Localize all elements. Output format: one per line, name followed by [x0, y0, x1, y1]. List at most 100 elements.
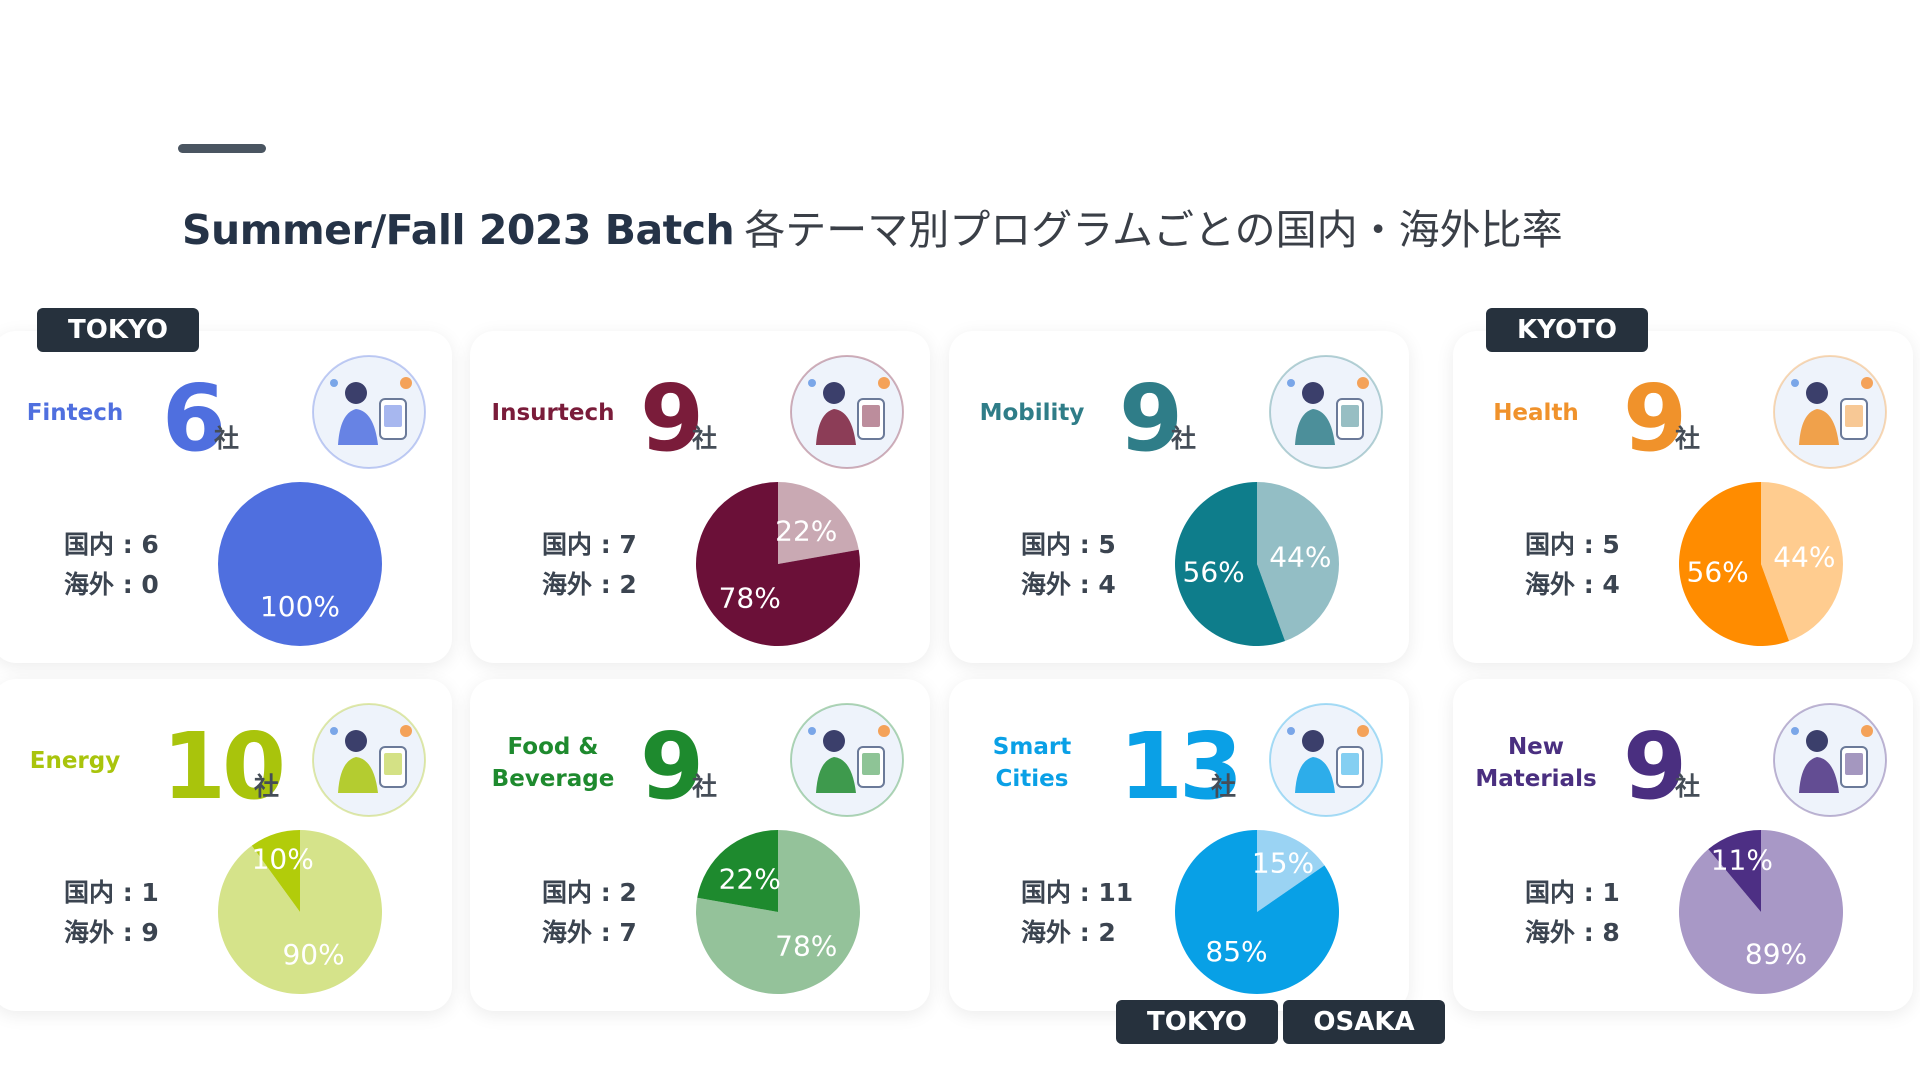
location-tag-tokyo-bottom: TOKYO: [1116, 1000, 1278, 1044]
health-pie-label-domestic: 56%: [1687, 556, 1749, 589]
illustration-figure-body: [1799, 409, 1839, 445]
illustration-figure-head: [1806, 382, 1828, 404]
theme-card-smart-cities: Smart Cities 13 社国内 : 11 海外 : 2 15% 85%: [949, 679, 1409, 1011]
health-domestic-count: 国内 : 5: [1525, 530, 1620, 559]
fintech-count-unit: 社: [214, 424, 240, 453]
fintech-overseas-count: 海外 : 0: [64, 570, 159, 599]
page-title: Summer/Fall 2023 Batch 各テーマ別プログラムごとの国内・海外…: [182, 196, 1563, 256]
health-pie-chart: 44% 56%: [1679, 482, 1843, 646]
fintech-theme-name: Fintech: [26, 400, 124, 426]
smart-cities-domestic-count: 国内 : 11: [1021, 878, 1134, 907]
illustration-health-lab-worker: [1773, 355, 1887, 469]
smart-cities-stats: 国内 : 11 海外 : 2: [1021, 873, 1133, 953]
new-materials-pie-slice-domestic: [1708, 830, 1761, 912]
illustration-figure-body: [1799, 757, 1839, 793]
smart-cities-pie-label-domestic: 85%: [1205, 935, 1267, 968]
food-and-beverage-count-unit: 社: [692, 772, 718, 801]
energy-company-count: 10: [162, 713, 286, 820]
insurtech-company-count: 9: [640, 365, 704, 472]
food-and-beverage-pie-label-domestic: 22%: [719, 862, 781, 895]
new-materials-count-unit: 社: [1675, 772, 1701, 801]
illustration-figure-head: [345, 382, 367, 404]
fintech-pie-label-domestic: 100%: [260, 590, 340, 623]
illustration-food-vertical-farm: [790, 703, 904, 817]
mobility-pie-slice-domestic: [1175, 482, 1286, 646]
theme-card-fintech: Fintech 6 社国内 : 6 海外 : 0 100%: [0, 331, 452, 663]
health-overseas-count: 海外 : 4: [1525, 570, 1620, 599]
energy-theme-name: Energy: [29, 748, 121, 774]
energy-count-unit: 社: [254, 772, 280, 801]
smart-cities-overseas-count: 海外 : 2: [1021, 918, 1116, 947]
fintech-pie-chart: 100%: [218, 482, 382, 646]
illustration-figure-head: [1302, 730, 1324, 752]
energy-overseas-count: 海外 : 9: [64, 918, 159, 947]
insurtech-count-unit: 社: [692, 424, 718, 453]
food-and-beverage-pie-label-overseas: 78%: [775, 930, 837, 963]
food-and-beverage-company-count: 9: [640, 713, 704, 820]
illustration-fintech-network-hands: [312, 355, 426, 469]
smart-cities-count-unit: 社: [1211, 772, 1237, 801]
new-materials-stats: 国内 : 1 海外 : 8: [1525, 873, 1620, 953]
insurtech-pie-slice-domestic: [696, 482, 860, 646]
energy-pie-label-overseas: 90%: [282, 938, 344, 971]
energy-domestic-count: 国内 : 1: [64, 878, 159, 907]
smart-cities-pie-slice-overseas: [1257, 830, 1325, 912]
illustration-figure-head: [823, 382, 845, 404]
new-materials-theme-name: New Materials: [1475, 734, 1597, 792]
mobility-pie-slice-overseas: [1257, 482, 1339, 642]
insurtech-pie-chart: 22% 78%: [696, 482, 860, 646]
new-materials-domestic-count: 国内 : 1: [1525, 878, 1620, 907]
title-japanese: 各テーマ別プログラムごとの国内・海外比率: [744, 206, 1563, 254]
energy-pie-slice-domestic: [251, 830, 300, 912]
insurtech-pie-slice-overseas: [778, 482, 859, 564]
insurtech-overseas-count: 海外 : 2: [542, 570, 637, 599]
energy-stats: 国内 : 1 海外 : 9: [64, 873, 159, 953]
location-tag-osaka: OSAKA: [1283, 1000, 1445, 1044]
new-materials-pie-label-domestic: 11%: [1711, 843, 1773, 876]
fintech-domestic-count: 国内 : 6: [64, 530, 159, 559]
smart-cities-company-count: 13: [1119, 713, 1243, 820]
fintech-stats: 国内 : 6 海外 : 0: [64, 525, 159, 605]
fintech-company-count: 6: [162, 365, 226, 472]
health-count-unit: 社: [1675, 424, 1701, 453]
smart-cities-pie-chart: 15% 85%: [1175, 830, 1339, 994]
theme-card-insurtech: Insurtech 9 社国内 : 7 海外 : 2 22% 78%: [470, 331, 930, 663]
illustration-figure-head: [1302, 382, 1324, 404]
illustration-insurtech-person-scale: [790, 355, 904, 469]
illustration-figure-body: [1295, 757, 1335, 793]
insurtech-pie-label-domestic: 78%: [719, 582, 781, 615]
smart-cities-pie-slice-domestic: [1175, 830, 1339, 994]
theme-card-food-and-beverage: Food & Beverage 9 社国内 : 2 海外 : 7 78% 22%: [470, 679, 930, 1011]
new-materials-company-count: 9: [1623, 713, 1687, 820]
new-materials-pie-chart: 89% 11%: [1679, 830, 1843, 994]
theme-card-new-materials: New Materials 9 社国内 : 1 海外 : 8 89% 11%: [1453, 679, 1913, 1011]
food-and-beverage-domestic-count: 国内 : 2: [542, 878, 637, 907]
smart-cities-theme-name: Smart Cities: [992, 734, 1072, 792]
energy-pie-label-domestic: 10%: [252, 843, 314, 876]
title-english: Summer/Fall 2023 Batch: [182, 206, 735, 254]
health-pie-slice-overseas: [1761, 482, 1843, 642]
location-tag-tokyo: TOKYO: [37, 308, 199, 352]
mobility-stats: 国内 : 5 海外 : 4: [1021, 525, 1116, 605]
health-company-count: 9: [1623, 365, 1687, 472]
food-and-beverage-theme-name: Food & Beverage: [491, 734, 615, 792]
mobility-pie-chart: 44% 56%: [1175, 482, 1339, 646]
fintech-pie-slice-domestic: [218, 482, 382, 646]
food-and-beverage-overseas-count: 海外 : 7: [542, 918, 637, 947]
insurtech-pie-label-overseas: 22%: [775, 514, 837, 547]
mobility-pie-label-domestic: 56%: [1183, 556, 1245, 589]
illustration-figure-head: [1806, 730, 1828, 752]
location-tag-kyoto: KYOTO: [1486, 308, 1648, 352]
theme-card-health: Health 9 社国内 : 5 海外 : 4 44% 56%: [1453, 331, 1913, 663]
illustration-materials-sphere-hand: [1773, 703, 1887, 817]
mobility-company-count: 9: [1119, 365, 1183, 472]
title-accent-bar: [178, 144, 266, 153]
illustration-smart-city-hand: [1269, 703, 1383, 817]
mobility-overseas-count: 海外 : 4: [1021, 570, 1116, 599]
energy-pie-slice-overseas: [217, 830, 382, 994]
health-pie-slice-domestic: [1679, 482, 1790, 646]
theme-card-energy: Energy 10 社国内 : 1 海外 : 9 90% 10%: [0, 679, 452, 1011]
illustration-figure-body: [1295, 409, 1335, 445]
illustration-energy-phone-map: [312, 703, 426, 817]
new-materials-pie-label-overseas: 89%: [1745, 937, 1807, 970]
